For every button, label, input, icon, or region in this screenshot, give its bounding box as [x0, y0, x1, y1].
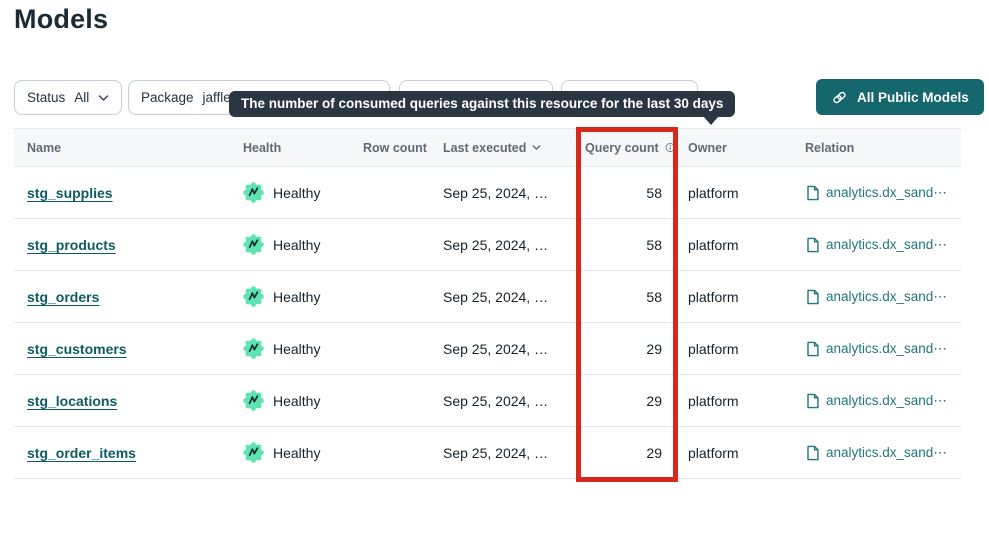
table-row: stg_locations Healthy [14, 374, 961, 427]
column-header-query-count[interactable]: Query count [578, 128, 675, 167]
sort-chevron-icon [532, 145, 541, 150]
table-row: stg_supplies Healthy [14, 166, 961, 219]
last-executed-value: Sep 25, 2024, … [430, 374, 578, 427]
table-row: stg_order_items Healthy [14, 426, 961, 479]
file-icon [807, 237, 819, 252]
query-count-value: 29 [578, 426, 675, 479]
query-count-value: 58 [578, 218, 675, 271]
column-header-row-count: Row count [350, 128, 430, 167]
health-status-text: Healthy [273, 236, 321, 253]
owner-value: platform [675, 270, 794, 323]
query-count-value: 58 [578, 270, 675, 323]
tooltip-text: The number of consumed queries against t… [241, 96, 724, 111]
model-name-link[interactable]: stg_order_items [27, 444, 136, 461]
file-icon [807, 445, 819, 460]
chevron-down-icon [99, 94, 109, 101]
relation-text: analytics.dx_sand⋯ [826, 392, 947, 408]
owner-value: platform [675, 166, 794, 219]
pulse-icon [248, 187, 259, 197]
owner-value: platform [675, 426, 794, 479]
pulse-icon [248, 395, 259, 405]
column-header-name: Name [14, 128, 230, 167]
page-title: Models [14, 4, 109, 34]
file-icon [807, 185, 819, 200]
relation-text: analytics.dx_sand⋯ [826, 444, 947, 460]
all-public-models-button[interactable]: All Public Models [816, 79, 984, 115]
health-badge-icon [243, 234, 264, 255]
column-header-relation: Relation [794, 128, 961, 167]
last-executed-label: Last executed [443, 140, 527, 155]
table-header-row: Name Health Row count Last executed Quer… [14, 128, 961, 167]
health-badge-icon [243, 442, 264, 463]
health-badge-icon [243, 286, 264, 307]
model-name-link[interactable]: stg_locations [27, 392, 118, 409]
file-icon [807, 393, 819, 408]
health-status-text: Healthy [273, 392, 321, 409]
row-count-value [350, 426, 430, 479]
health-status-text: Healthy [273, 444, 321, 461]
health-status-text: Healthy [273, 288, 321, 305]
last-executed-value: Sep 25, 2024, … [430, 166, 578, 219]
models-table: Name Health Row count Last executed Quer… [14, 128, 961, 479]
table-row: stg_products Healthy [14, 218, 961, 271]
query-count-value: 58 [578, 166, 675, 219]
relation-text: analytics.dx_sand⋯ [826, 236, 947, 252]
model-name-link[interactable]: stg_customers [27, 340, 127, 357]
last-executed-value: Sep 25, 2024, … [430, 322, 578, 375]
relation-link[interactable]: analytics.dx_sand⋯ [805, 289, 961, 305]
relation-text: analytics.dx_sand⋯ [826, 288, 947, 304]
pulse-icon [248, 447, 259, 457]
owner-value: platform [675, 218, 794, 271]
health-badge-icon [243, 390, 264, 411]
all-public-models-label: All Public Models [857, 89, 969, 105]
relation-link[interactable]: analytics.dx_sand⋯ [805, 185, 961, 201]
link-icon [833, 91, 846, 103]
relation-link[interactable]: analytics.dx_sand⋯ [805, 237, 961, 253]
pulse-icon [248, 291, 259, 301]
query-count-value: 29 [578, 322, 675, 375]
status-filter-label: Status [27, 90, 66, 105]
relation-link[interactable]: analytics.dx_sand⋯ [805, 393, 961, 409]
health-status-text: Healthy [273, 184, 321, 201]
last-executed-value: Sep 25, 2024, … [430, 218, 578, 271]
column-header-last-executed[interactable]: Last executed [430, 128, 578, 167]
relation-text: analytics.dx_sand⋯ [826, 184, 947, 200]
info-icon[interactable] [665, 140, 675, 155]
row-count-value [350, 218, 430, 271]
last-executed-value: Sep 25, 2024, … [430, 426, 578, 479]
table-row: stg_orders Healthy [14, 270, 961, 323]
table-body: stg_supplies Healthy [14, 166, 961, 479]
column-header-owner: Owner [675, 128, 794, 167]
file-icon [807, 341, 819, 356]
status-filter-value: All [74, 90, 90, 105]
health-status-text: Healthy [273, 340, 321, 357]
last-executed-value: Sep 25, 2024, … [430, 270, 578, 323]
model-name-link[interactable]: stg_products [27, 236, 116, 253]
file-icon [807, 289, 819, 304]
model-name-link[interactable]: stg_orders [27, 288, 100, 305]
row-count-value [350, 374, 430, 427]
status-filter[interactable]: Status All [14, 80, 123, 115]
row-count-value [350, 322, 430, 375]
table-row: stg_customers Healthy [14, 322, 961, 375]
query-count-value: 29 [578, 374, 675, 427]
owner-value: platform [675, 322, 794, 375]
query-count-tooltip: The number of consumed queries against t… [229, 91, 736, 125]
package-filter-label: Package [141, 90, 194, 105]
row-count-value [350, 166, 430, 219]
relation-link[interactable]: analytics.dx_sand⋯ [805, 445, 961, 461]
relation-text: analytics.dx_sand⋯ [826, 340, 947, 356]
relation-link[interactable]: analytics.dx_sand⋯ [805, 341, 961, 357]
query-count-label: Query count [585, 140, 659, 155]
health-badge-icon [243, 338, 264, 359]
owner-value: platform [675, 374, 794, 427]
pulse-icon [248, 239, 259, 249]
row-count-value [350, 270, 430, 323]
model-name-link[interactable]: stg_supplies [27, 184, 113, 201]
pulse-icon [248, 343, 259, 353]
column-header-health: Health [230, 128, 350, 167]
health-badge-icon [243, 182, 264, 203]
